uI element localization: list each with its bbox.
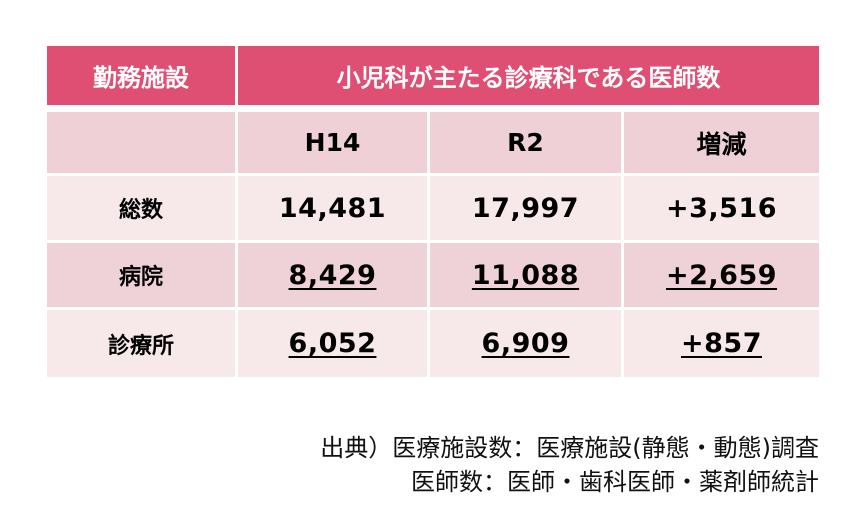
pediatrician-count-table: 勤務施設 小児科が主たる診療科である医師数 H14 R2 増減 総数 14,48… [47, 46, 819, 380]
total-h14-value: 14,481 [278, 192, 387, 224]
hospital-change-value: +2,659 [665, 259, 778, 291]
table-cell: +3,516 [624, 176, 819, 243]
table-cell: +857 [624, 310, 819, 380]
subheader-change: 増減 [696, 129, 747, 159]
subheader-change-cell: 増減 [624, 112, 819, 176]
total-r2-value: 17,997 [471, 192, 580, 224]
row-label-hospital-cell: 病院 [47, 243, 238, 310]
row-label-clinic-cell: 診療所 [47, 310, 238, 380]
subheader-r2: R2 [507, 128, 544, 157]
table-cell: 6,909 [430, 310, 624, 380]
subheader-r2-cell: R2 [430, 112, 624, 176]
clinic-h14-value: 6,052 [288, 328, 377, 359]
source-line-2: 医師数：医師・歯科医師・薬剤師統計 [411, 468, 819, 496]
header-title: 小児科が主たる診療科である医師数 [336, 64, 721, 92]
row-label-total-cell: 総数 [47, 176, 238, 243]
table-cell: 11,088 [430, 243, 624, 310]
table-cell: 17,997 [430, 176, 624, 243]
row-label-total: 総数 [118, 198, 163, 223]
table-cell: 6,052 [238, 310, 430, 380]
total-change-value: +3,516 [665, 192, 778, 224]
header-facility-cell: 勤務施設 [47, 46, 238, 112]
header-facility-label: 勤務施設 [93, 64, 189, 92]
header-title-cell: 小児科が主たる診療科である医師数 [238, 46, 819, 112]
row-label-hospital: 病院 [118, 265, 163, 290]
subheader-h14-cell: H14 [238, 112, 430, 176]
table-cell: 14,481 [238, 176, 430, 243]
subheader-h14: H14 [304, 128, 361, 157]
hospital-r2-value: 11,088 [471, 259, 580, 291]
subheader-blank-cell [47, 112, 238, 176]
table-cell: +2,659 [624, 243, 819, 310]
hospital-h14-value: 8,429 [288, 259, 377, 291]
source-note: 出典）医療施設数：医療施設(静態・動態)調査 医師数：医師・歯科医師・薬剤師統計 [320, 431, 819, 499]
table-cell: 8,429 [238, 243, 430, 310]
clinic-r2-value: 6,909 [481, 328, 570, 359]
source-line-1: 出典）医療施設数：医療施設(静態・動態)調査 [320, 434, 819, 462]
clinic-change-value: +857 [681, 328, 762, 359]
row-label-clinic: 診療所 [107, 333, 174, 359]
